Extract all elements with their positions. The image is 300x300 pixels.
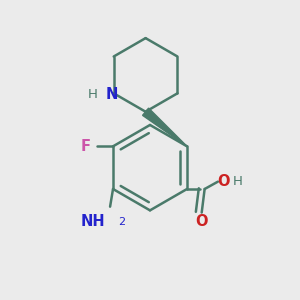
Text: H: H xyxy=(88,88,98,101)
Text: 2: 2 xyxy=(118,217,125,227)
Text: O: O xyxy=(195,214,208,230)
Polygon shape xyxy=(142,108,187,146)
Text: H: H xyxy=(233,175,243,188)
Text: NH: NH xyxy=(81,214,106,230)
Text: O: O xyxy=(218,174,230,189)
Text: N: N xyxy=(106,87,118,102)
Text: F: F xyxy=(81,139,91,154)
